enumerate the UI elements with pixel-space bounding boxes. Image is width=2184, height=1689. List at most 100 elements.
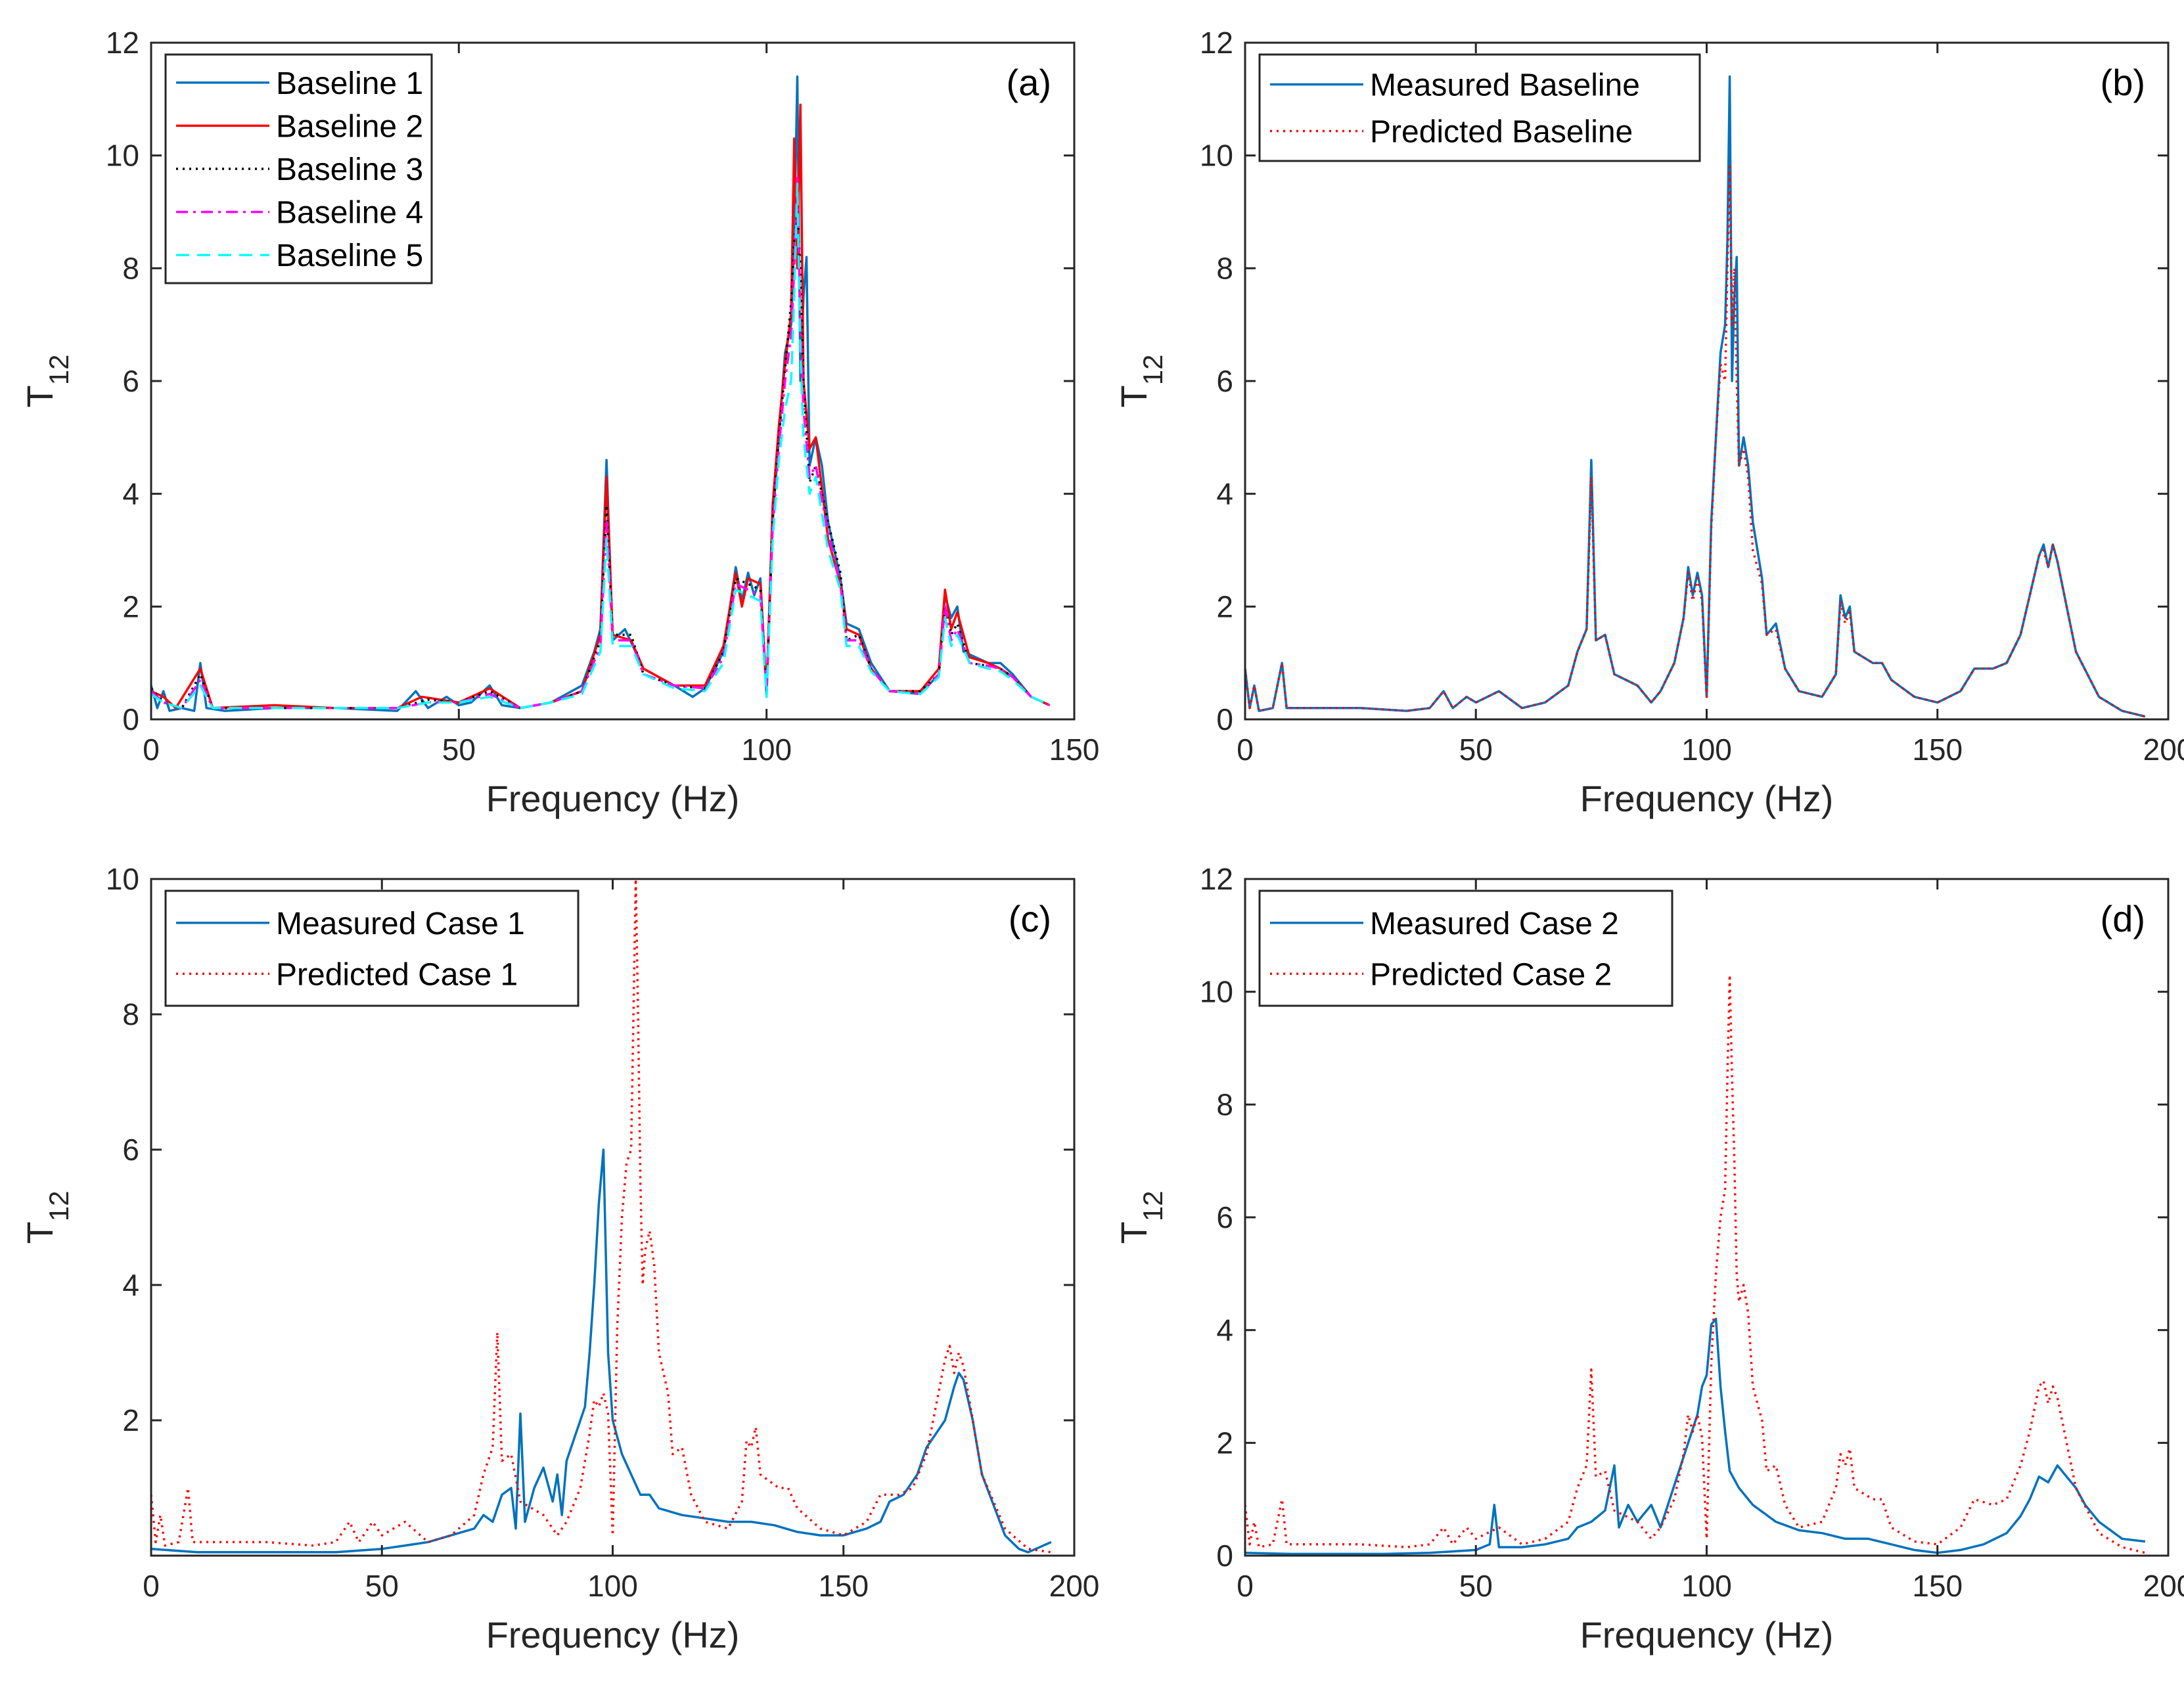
series-lines-a [151, 75, 1051, 712]
y-tick-label-c-2: 6 [122, 1133, 139, 1167]
legend-label-d-1: Measured Case 2 [1370, 907, 1619, 941]
legend-label-a-2: Baseline 2 [276, 109, 423, 144]
series-lines-b [1245, 75, 2146, 718]
series-lines-d [1245, 974, 2146, 1556]
y-axis-label-sub-a: 12 [43, 355, 74, 386]
x-axis-label-b: Frequency (Hz) [1580, 778, 1834, 819]
panel-c: 0 50 100 150 200 2 4 6 8 10 Frequency (Hz) T12 (c… [19, 862, 1099, 1655]
axis-ticks-d: 0 50 100 150 200 0 2 4 6 8 10 12 [1200, 862, 2184, 1603]
x-axis-label-a: Frequency (Hz) [486, 778, 740, 819]
legend-label-a-3: Baseline 3 [276, 152, 423, 187]
x-axis-label-d: Frequency (Hz) [1580, 1614, 1834, 1655]
legend-label-c-1: Measured Case 1 [276, 907, 525, 941]
y-axis-label-a: T12 [19, 355, 74, 408]
legend-label-a-1: Baseline 1 [276, 66, 423, 101]
legend-label-a-4: Baseline 4 [276, 196, 423, 231]
x-tick-label-a-0: 0 [143, 732, 160, 767]
y-tick-label-a-3: 6 [122, 364, 139, 398]
panel-tag-a: (a) [1007, 62, 1051, 103]
y-axis-label-sub-b: 12 [1137, 355, 1168, 386]
legend-label-b-2: Predicted Baseline [1370, 115, 1633, 150]
y-tick-label-d-4: 8 [1216, 1087, 1233, 1121]
x-tick-label-b-4: 200 [2143, 732, 2184, 767]
axis-ticks-c: 0 50 100 150 200 2 4 6 8 10 [106, 862, 1100, 1603]
axes-box-a [150, 41, 1076, 721]
x-tick-label-c-2: 100 [587, 1569, 638, 1603]
series-line-c-2 [151, 879, 1052, 1554]
panel-tag-b: (b) [2101, 62, 2145, 103]
y-axis-label-main-d: T [1113, 1221, 1154, 1244]
legend-c: Measured Case 1 Predicted Case 1 [164, 890, 580, 1007]
x-tick-label-a-2: 100 [741, 732, 792, 767]
series-line-b-1 [1245, 75, 2146, 718]
x-tick-label-c-3: 150 [818, 1569, 869, 1603]
y-tick-label-b-5: 10 [1200, 139, 1233, 173]
y-tick-label-d-5: 10 [1200, 975, 1233, 1009]
y-axis-label-main-c: T [19, 1221, 60, 1244]
panel-tag-c: (c) [1009, 898, 1051, 939]
y-tick-label-b-2: 4 [1216, 477, 1233, 511]
y-tick-label-a-2: 4 [122, 477, 139, 511]
legend-box-c [164, 890, 580, 1007]
legend-box-b [1258, 53, 1701, 162]
x-tick-label-c-1: 50 [365, 1569, 399, 1603]
x-tick-label-b-1: 50 [1459, 732, 1493, 767]
y-tick-label-b-6: 12 [1200, 26, 1233, 60]
axis-ticks-b: 0 50 100 150 200 0 2 4 6 8 10 12 [1200, 26, 2184, 767]
legend-a: Baseline 1 Baseline 2 Baseline 3 Baseline 4… [164, 53, 433, 284]
legend-label-b-1: Measured Baseline [1370, 68, 1640, 103]
panel-tag-d: (d) [2101, 898, 2145, 939]
y-tick-label-d-6: 12 [1200, 862, 1233, 896]
y-axis-label-main-a: T [19, 385, 60, 407]
x-tick-label-d-0: 0 [1237, 1569, 1254, 1603]
y-tick-label-b-0: 0 [1216, 702, 1233, 736]
y-axis-label-c: T12 [19, 1191, 74, 1244]
y-tick-label-d-2: 4 [1216, 1313, 1233, 1347]
y-axis-label-sub-d: 12 [1137, 1191, 1168, 1222]
x-tick-label-a-1: 50 [442, 732, 476, 767]
x-tick-label-b-3: 150 [1912, 732, 1963, 767]
legend-box-d [1258, 890, 1673, 1007]
y-tick-label-b-3: 6 [1216, 364, 1233, 398]
y-tick-label-c-1: 4 [122, 1268, 139, 1302]
x-tick-label-c-0: 0 [143, 1569, 160, 1603]
y-tick-label-c-0: 2 [122, 1403, 139, 1437]
legend-label-c-2: Predicted Case 1 [276, 957, 518, 992]
y-tick-label-c-4: 10 [106, 862, 139, 896]
y-axis-label-d: T12 [1113, 1191, 1168, 1244]
x-tick-label-a-3: 150 [1049, 732, 1100, 767]
x-tick-label-b-0: 0 [1237, 732, 1254, 767]
y-tick-label-a-0: 0 [122, 702, 139, 736]
x-tick-label-b-2: 100 [1681, 732, 1732, 767]
legend-label-a-5: Baseline 5 [276, 238, 423, 273]
y-tick-label-a-1: 2 [122, 589, 139, 623]
axes-box-d [1244, 878, 2170, 1557]
x-tick-label-d-4: 200 [2143, 1569, 2184, 1603]
x-tick-label-c-4: 200 [1049, 1569, 1100, 1603]
series-line-a-5 [151, 182, 1051, 709]
series-line-b-2 [1245, 166, 2146, 718]
y-tick-label-d-0: 0 [1216, 1539, 1233, 1573]
series-line-d-1 [1245, 1317, 2146, 1556]
x-axis-label-c: Frequency (Hz) [486, 1614, 740, 1655]
legend-d: Measured Case 2 Predicted Case 2 [1258, 890, 1673, 1007]
y-axis-label-sub-c: 12 [43, 1191, 74, 1222]
y-tick-label-a-4: 8 [122, 251, 139, 285]
axes-box-b [1244, 41, 2170, 721]
y-tick-label-b-4: 8 [1216, 251, 1233, 285]
y-tick-label-a-6: 12 [106, 26, 139, 60]
axes-box-c [150, 878, 1076, 1557]
panel-b: 050100150200024681012 Frequency (Hz) T12… [1113, 26, 2184, 819]
panel-d: 050100150200024681012 Frequency (Hz) T12… [1113, 862, 2184, 1655]
axis-ticks-a: 0 50 100 150 0 2 4 6 8 10 12 [106, 26, 1100, 767]
y-tick-label-d-1: 2 [1216, 1426, 1233, 1460]
y-axis-label-b: T12 [1113, 355, 1168, 408]
legend-label-d-2: Predicted Case 2 [1370, 957, 1612, 992]
series-lines-c [151, 879, 1052, 1554]
y-tick-label-d-3: 6 [1216, 1200, 1233, 1234]
y-tick-label-a-5: 10 [106, 139, 139, 173]
y-axis-label-main-b: T [1113, 385, 1154, 407]
x-tick-label-d-3: 150 [1912, 1569, 1963, 1603]
